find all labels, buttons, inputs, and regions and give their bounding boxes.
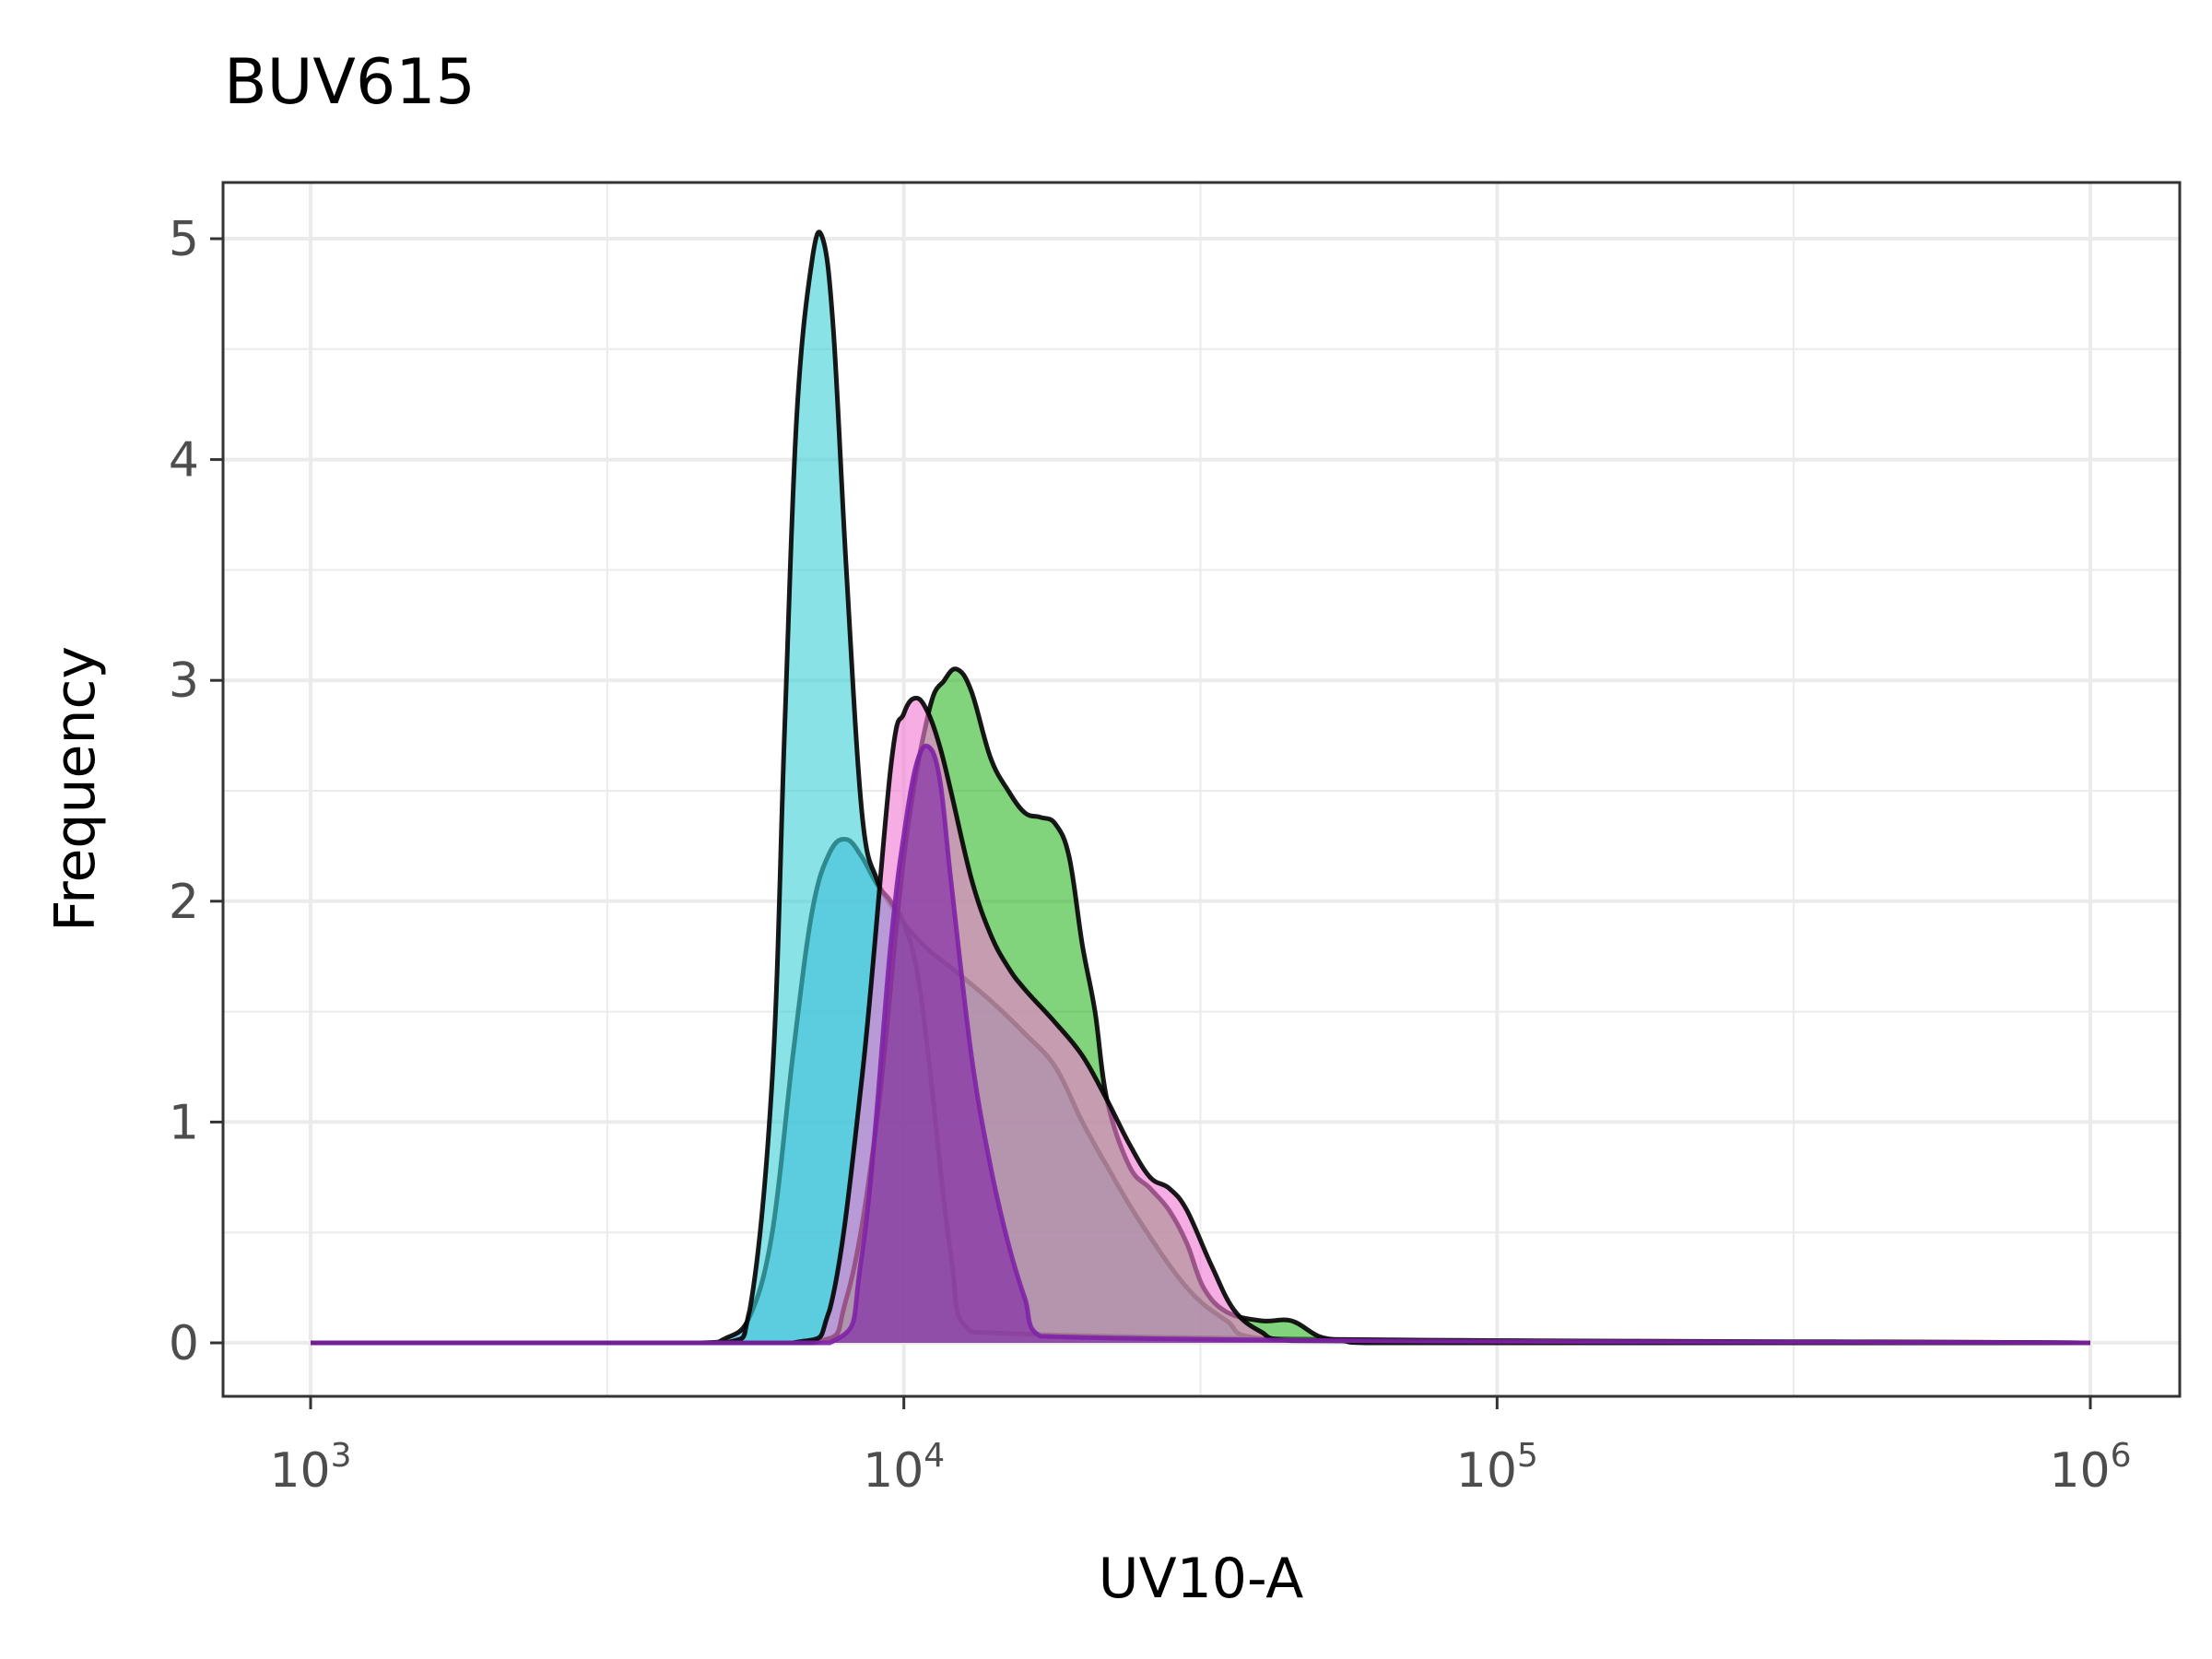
y-tick-label: 2 — [169, 875, 199, 930]
y-tick-label: 4 — [169, 433, 199, 488]
x-axis-title: UV10-A — [1099, 1547, 1304, 1611]
density-series — [310, 229, 2091, 1346]
chart-title: BUV615 — [224, 46, 476, 119]
x-axis: 103 104 105 106 — [269, 1396, 2132, 1499]
y-tick-label: 0 — [169, 1316, 199, 1371]
density-outline-4 — [310, 695, 2091, 1346]
x-tick-label: 104 — [863, 1437, 945, 1499]
y-axis-title: Frequency — [43, 646, 108, 932]
density-outline-5 — [310, 743, 2091, 1346]
minor-gridlines — [223, 182, 2180, 1396]
y-axis: 0 1 2 3 4 5 — [169, 212, 223, 1371]
y-tick-label: 1 — [169, 1095, 199, 1150]
x-tick-label: 105 — [1456, 1437, 1538, 1499]
y-tick-label: 5 — [169, 212, 199, 267]
major-gridlines — [223, 182, 2180, 1396]
x-tick-label: 106 — [2049, 1437, 2131, 1499]
plot-panel-border — [221, 181, 2182, 1398]
x-tick-label: 103 — [269, 1437, 351, 1499]
y-tick-label: 3 — [169, 653, 199, 709]
